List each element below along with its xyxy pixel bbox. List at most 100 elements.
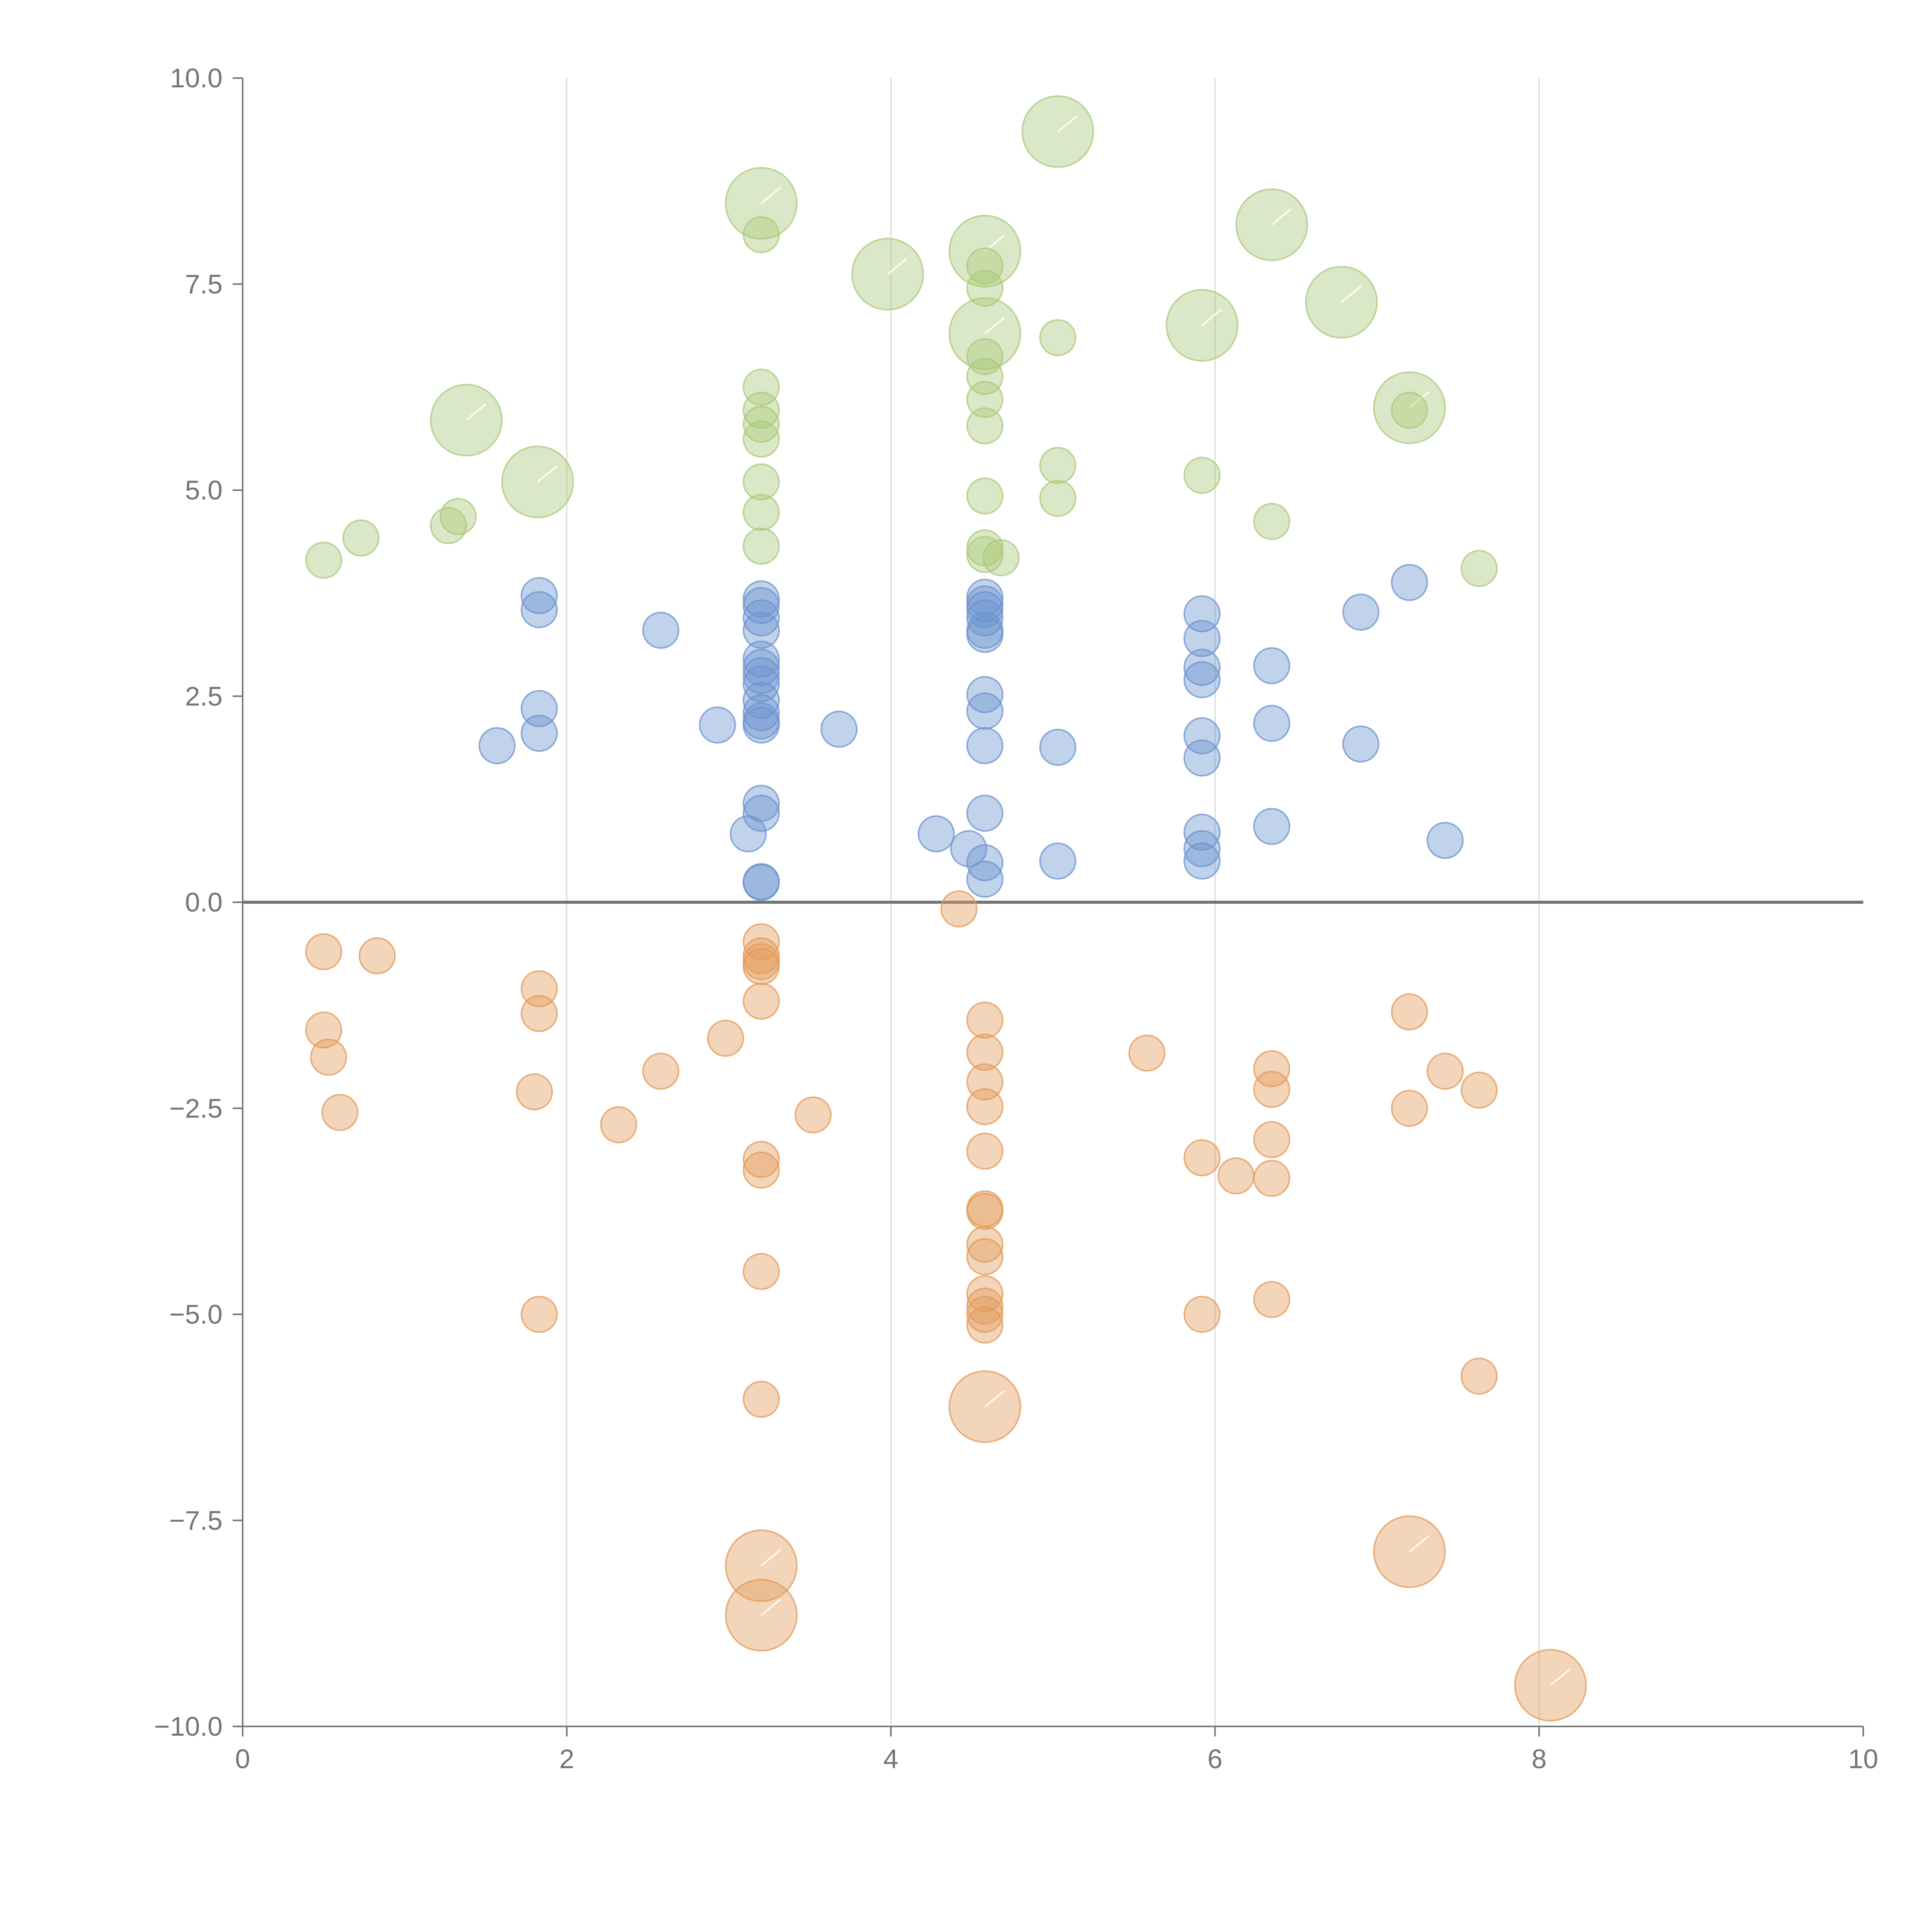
- bubble-point: [699, 706, 736, 744]
- bubble-point: [1183, 739, 1221, 777]
- bubble-highlight-mark: [1201, 308, 1222, 326]
- bubble-point: [743, 982, 780, 1020]
- bubble-point: [305, 933, 342, 970]
- bubble-point: [966, 407, 1003, 445]
- bubble-point: [1253, 1071, 1291, 1108]
- bubble-point: [1183, 649, 1221, 686]
- bubble-point: [1391, 993, 1428, 1031]
- bubble-highlight-mark: [1550, 1668, 1571, 1686]
- bubble-point: [743, 612, 780, 649]
- bubble-point: [1039, 447, 1077, 484]
- bubble-point: [520, 591, 558, 628]
- y-tick-label: 0.0: [185, 887, 223, 917]
- bubble-point: [1253, 808, 1291, 845]
- bubble-point: [520, 714, 558, 752]
- bubble-point: [743, 527, 780, 565]
- bubble-point: [1342, 594, 1379, 631]
- bubble-point: [1039, 319, 1077, 356]
- bubble-point: [600, 1106, 638, 1143]
- bubble-point: [1426, 1053, 1464, 1090]
- bubble-point: [966, 1034, 1003, 1071]
- bubble-highlight-mark: [1409, 1535, 1430, 1553]
- bubble-point: [1128, 1034, 1166, 1072]
- bubble-series: [305, 890, 1587, 1722]
- bubble-point: [1217, 1157, 1255, 1195]
- bubble-point: [966, 616, 1003, 653]
- bubble-point: [966, 1238, 1003, 1276]
- bubble-point: [1253, 1281, 1291, 1318]
- bubble-point: [918, 815, 955, 852]
- bubble-point: [1342, 725, 1379, 763]
- y-tick-label: 5.0: [185, 475, 223, 505]
- bubble-point: [743, 864, 780, 901]
- bubble-point: [743, 405, 780, 443]
- y-tick-label: −7.5: [169, 1505, 223, 1536]
- y-tick-label: −5.0: [169, 1299, 223, 1330]
- bubble-point: [520, 577, 558, 614]
- bubble-highlight-mark: [760, 187, 781, 204]
- y-tick-label: 2.5: [185, 681, 223, 711]
- bubble-point: [940, 890, 978, 928]
- bubble-highlight-mark: [466, 403, 486, 421]
- bubble-highlight-mark: [984, 1390, 1005, 1407]
- bubble-highlight-mark: [1271, 208, 1292, 226]
- bubble-point: [1461, 550, 1498, 587]
- bubble-point: [966, 676, 1003, 713]
- bubble-highlight-mark: [1057, 115, 1078, 133]
- x-tick-label: 6: [1208, 1744, 1223, 1774]
- bubble-point: [310, 1039, 347, 1076]
- bubble-point: [1253, 503, 1291, 540]
- bubble-point: [966, 1133, 1003, 1170]
- bubble-point: [743, 216, 780, 253]
- bubble-point: [966, 247, 1003, 285]
- bubble-point: [743, 794, 780, 832]
- bubble-point: [321, 1094, 359, 1131]
- bubble-point: [1183, 620, 1221, 657]
- bubble-point: [642, 612, 680, 649]
- bubble-point: [1426, 822, 1464, 859]
- bubble-point: [1183, 1296, 1221, 1333]
- bubble-point: [966, 1287, 1003, 1325]
- bubble-highlight-mark: [537, 465, 558, 483]
- bubble-point: [1391, 1090, 1428, 1127]
- x-tick-label: 8: [1532, 1744, 1547, 1774]
- y-tick-label: 7.5: [185, 269, 223, 299]
- bubble-point: [966, 844, 1003, 881]
- bubble-point: [743, 1151, 780, 1189]
- bubble-point: [966, 1275, 1003, 1313]
- bubble-point: [642, 1053, 680, 1090]
- bubble-point: [794, 1096, 832, 1134]
- bubble-series: [305, 95, 1498, 587]
- bubble-point: [743, 706, 780, 744]
- bubble-point: [1183, 457, 1221, 494]
- bubble-point: [1183, 830, 1221, 867]
- bubble-point: [743, 948, 780, 985]
- bubble-point: [1391, 391, 1428, 429]
- bubble-point: [1039, 480, 1077, 517]
- bubble-point: [966, 358, 1003, 395]
- bubble-point: [743, 649, 780, 686]
- bubble-point: [950, 830, 987, 867]
- bubble-point: [1183, 717, 1221, 755]
- bubble-point: [966, 381, 1003, 418]
- bubble-point: [743, 391, 780, 429]
- bubble-point: [966, 692, 1003, 730]
- bubble-highlight-mark: [760, 1599, 781, 1616]
- x-tick-label: 2: [559, 1744, 574, 1774]
- x-tick-label: 0: [235, 1744, 250, 1774]
- bubble-point: [1461, 1071, 1498, 1109]
- bubble-point: [439, 498, 477, 535]
- bubble-point: [966, 1306, 1003, 1344]
- bubble-point: [1461, 1357, 1498, 1395]
- tick-labels: 10.0 7.5 5.0 2.5 0.0 −2.5 −5.0 −7.5 −10.0 0 2 4 6 8 10: [154, 63, 1878, 1774]
- bubble-point: [1183, 1139, 1221, 1177]
- y-tick-label: −2.5: [169, 1093, 223, 1123]
- bubble-point: [1039, 728, 1077, 766]
- bubble-point: [820, 711, 858, 748]
- y-tick-label: −10.0: [154, 1711, 223, 1742]
- bubble-point: [743, 1253, 780, 1290]
- bubble-point: [1253, 705, 1291, 742]
- bubble-point: [966, 536, 1003, 573]
